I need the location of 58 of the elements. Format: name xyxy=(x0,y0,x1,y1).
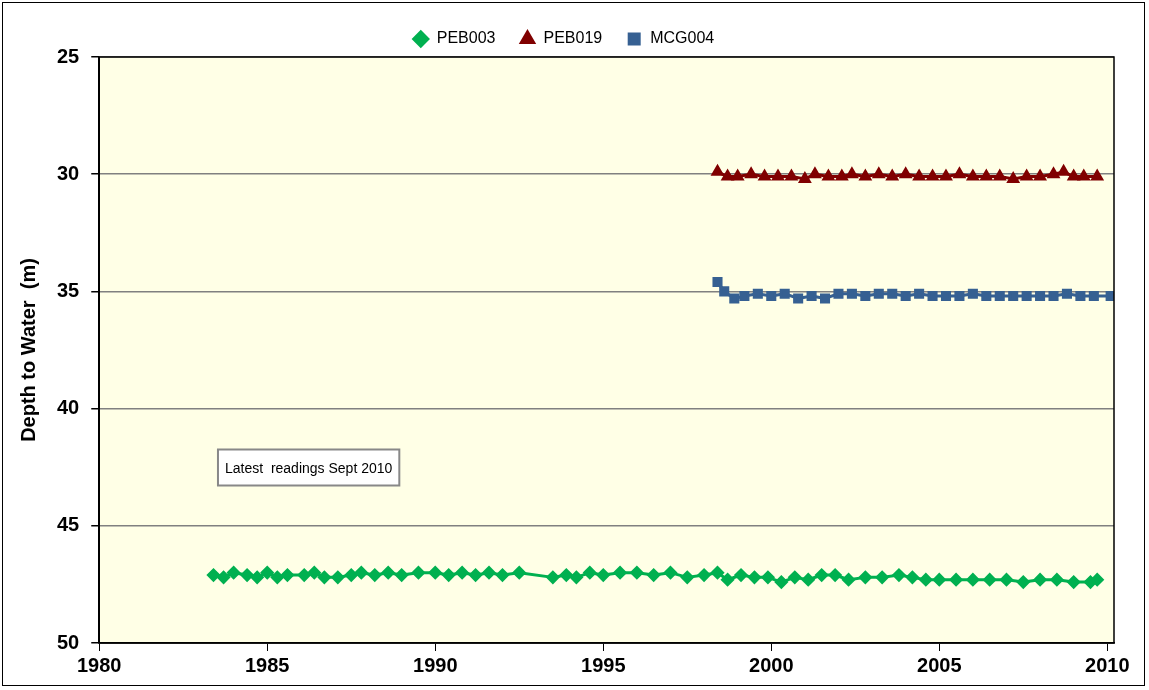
point xyxy=(806,291,817,302)
point xyxy=(1035,291,1046,302)
point xyxy=(873,288,884,299)
point xyxy=(914,288,925,299)
point xyxy=(967,288,978,299)
point xyxy=(927,291,938,302)
y-tick-label: 25 xyxy=(57,44,80,67)
point xyxy=(729,293,740,304)
point xyxy=(1047,167,1060,179)
point xyxy=(1088,291,1099,302)
annotation: Latest readings Sept 2010 xyxy=(224,460,393,477)
point xyxy=(953,167,966,179)
point xyxy=(712,276,723,288)
point xyxy=(860,291,871,302)
legend-label: MCG004 xyxy=(650,29,715,47)
point xyxy=(994,291,1005,302)
point xyxy=(820,293,831,304)
point xyxy=(1007,172,1020,183)
point xyxy=(799,172,811,183)
y-tick-label: 35 xyxy=(57,278,80,301)
point xyxy=(779,288,790,299)
point xyxy=(833,288,844,299)
x-tick-label: 2000 xyxy=(749,653,794,676)
x-tick-label: 2005 xyxy=(917,653,962,676)
point xyxy=(846,167,858,179)
x-tick-label: 1995 xyxy=(581,653,626,676)
point xyxy=(809,167,821,179)
y-tick-label: 40 xyxy=(57,396,80,419)
point xyxy=(981,291,992,302)
point xyxy=(766,291,777,302)
legend-label: PEB003 xyxy=(436,29,496,47)
x-tick-label: 1985 xyxy=(245,653,290,676)
point xyxy=(1048,291,1059,302)
x-tick-label: 1980 xyxy=(77,653,122,676)
point xyxy=(900,291,911,302)
point xyxy=(1105,291,1114,302)
point xyxy=(899,167,912,179)
point xyxy=(872,167,885,179)
point xyxy=(719,286,730,297)
x-tick-label: 2010 xyxy=(1085,653,1130,676)
y-axis-title: Depth to Water (m) xyxy=(16,258,39,442)
legend-label: PEB019 xyxy=(543,29,603,47)
y-tick-label: 45 xyxy=(57,513,80,536)
y-tick-label: 30 xyxy=(57,161,80,184)
point xyxy=(1075,291,1086,302)
point xyxy=(739,291,750,302)
point xyxy=(940,291,952,302)
point xyxy=(745,167,757,179)
x-tick-label: 1990 xyxy=(413,653,458,676)
point xyxy=(1021,291,1032,302)
point xyxy=(1008,291,1019,302)
point xyxy=(887,288,898,299)
point xyxy=(846,288,857,299)
y-tick-label: 50 xyxy=(57,630,80,653)
point xyxy=(1061,288,1072,299)
point xyxy=(793,293,804,304)
point xyxy=(752,288,763,299)
point xyxy=(954,291,965,302)
